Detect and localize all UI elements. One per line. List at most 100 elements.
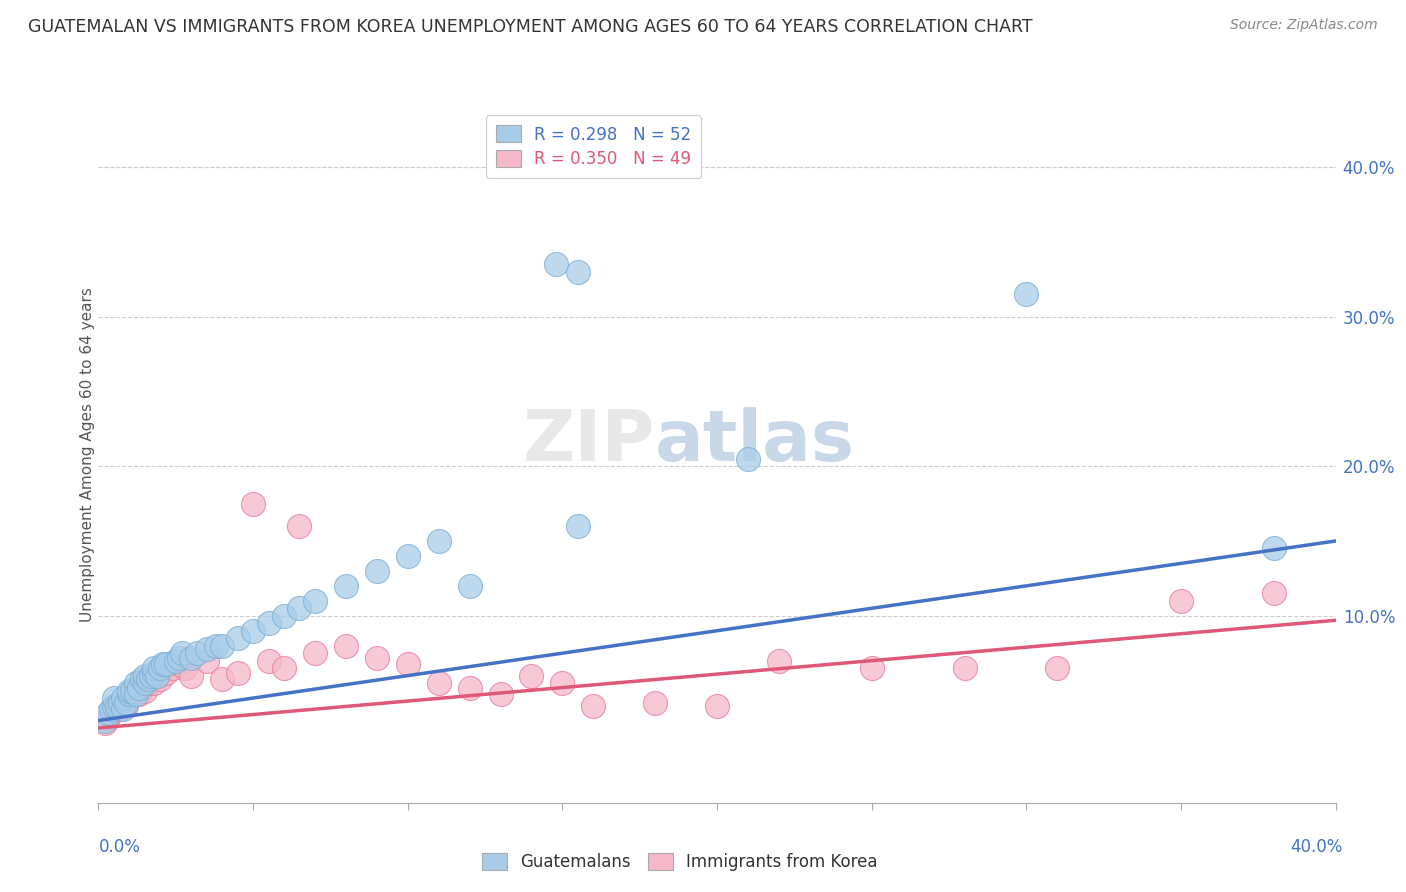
Point bbox=[211, 672, 233, 686]
Point bbox=[118, 683, 141, 698]
Point bbox=[121, 683, 143, 698]
Point bbox=[458, 579, 481, 593]
Point bbox=[134, 668, 156, 682]
Point bbox=[288, 601, 311, 615]
Point bbox=[149, 661, 172, 675]
Point bbox=[273, 661, 295, 675]
Point bbox=[124, 687, 146, 701]
Point bbox=[860, 661, 883, 675]
Point bbox=[737, 451, 759, 466]
Point bbox=[146, 668, 169, 682]
Point bbox=[396, 549, 419, 563]
Point bbox=[768, 654, 790, 668]
Point bbox=[226, 631, 249, 645]
Point bbox=[180, 668, 202, 682]
Point bbox=[100, 706, 122, 720]
Point bbox=[304, 646, 326, 660]
Text: ZIP: ZIP bbox=[523, 407, 655, 475]
Point bbox=[551, 676, 574, 690]
Point bbox=[112, 696, 135, 710]
Point bbox=[124, 683, 146, 698]
Point bbox=[155, 665, 177, 680]
Point bbox=[567, 265, 589, 279]
Point bbox=[143, 676, 166, 690]
Point bbox=[118, 691, 141, 706]
Point bbox=[139, 672, 162, 686]
Point bbox=[105, 698, 128, 713]
Point bbox=[143, 661, 166, 675]
Point bbox=[108, 701, 131, 715]
Point bbox=[118, 687, 141, 701]
Point bbox=[115, 698, 138, 713]
Point bbox=[162, 661, 184, 675]
Point bbox=[155, 657, 177, 671]
Point bbox=[1170, 594, 1192, 608]
Point bbox=[257, 616, 280, 631]
Point bbox=[165, 654, 187, 668]
Point bbox=[149, 672, 172, 686]
Point bbox=[93, 716, 115, 731]
Point bbox=[136, 672, 159, 686]
Point bbox=[489, 687, 512, 701]
Point bbox=[146, 668, 169, 682]
Point bbox=[186, 646, 208, 660]
Point bbox=[226, 665, 249, 680]
Point bbox=[134, 676, 156, 690]
Point bbox=[396, 657, 419, 671]
Point bbox=[121, 687, 143, 701]
Point bbox=[520, 668, 543, 682]
Point bbox=[100, 701, 122, 715]
Point bbox=[582, 698, 605, 713]
Point bbox=[112, 691, 135, 706]
Point bbox=[211, 639, 233, 653]
Point bbox=[335, 639, 357, 653]
Point bbox=[242, 497, 264, 511]
Text: 40.0%: 40.0% bbox=[1291, 838, 1343, 856]
Point bbox=[706, 698, 728, 713]
Point bbox=[1263, 541, 1285, 556]
Point bbox=[105, 698, 128, 713]
Point bbox=[97, 710, 120, 724]
Point bbox=[167, 657, 190, 671]
Point bbox=[195, 641, 218, 656]
Point bbox=[136, 676, 159, 690]
Point bbox=[1046, 661, 1069, 675]
Text: atlas: atlas bbox=[655, 407, 855, 475]
Point bbox=[131, 681, 153, 695]
Point bbox=[167, 650, 190, 665]
Point bbox=[97, 706, 120, 720]
Text: 0.0%: 0.0% bbox=[98, 838, 141, 856]
Point bbox=[366, 650, 388, 665]
Point bbox=[180, 650, 202, 665]
Point bbox=[174, 661, 197, 675]
Point bbox=[644, 696, 666, 710]
Y-axis label: Unemployment Among Ages 60 to 64 years: Unemployment Among Ages 60 to 64 years bbox=[80, 287, 94, 623]
Point bbox=[131, 672, 153, 686]
Point bbox=[152, 657, 174, 671]
Point bbox=[124, 676, 146, 690]
Point bbox=[1263, 586, 1285, 600]
Point bbox=[257, 654, 280, 668]
Point bbox=[103, 691, 125, 706]
Point bbox=[273, 608, 295, 623]
Point bbox=[170, 646, 193, 660]
Text: Source: ZipAtlas.com: Source: ZipAtlas.com bbox=[1230, 18, 1378, 32]
Point bbox=[134, 683, 156, 698]
Point bbox=[103, 698, 125, 713]
Legend: Guatemalans, Immigrants from Korea: Guatemalans, Immigrants from Korea bbox=[475, 847, 884, 878]
Point bbox=[458, 681, 481, 695]
Point bbox=[335, 579, 357, 593]
Point bbox=[427, 676, 450, 690]
Point bbox=[143, 665, 166, 680]
Point bbox=[567, 519, 589, 533]
Point bbox=[112, 701, 135, 715]
Point bbox=[304, 594, 326, 608]
Point bbox=[366, 564, 388, 578]
Point bbox=[288, 519, 311, 533]
Point bbox=[205, 639, 228, 653]
Point bbox=[953, 661, 976, 675]
Point bbox=[242, 624, 264, 638]
Point bbox=[139, 668, 162, 682]
Point bbox=[195, 654, 218, 668]
Point bbox=[427, 533, 450, 548]
